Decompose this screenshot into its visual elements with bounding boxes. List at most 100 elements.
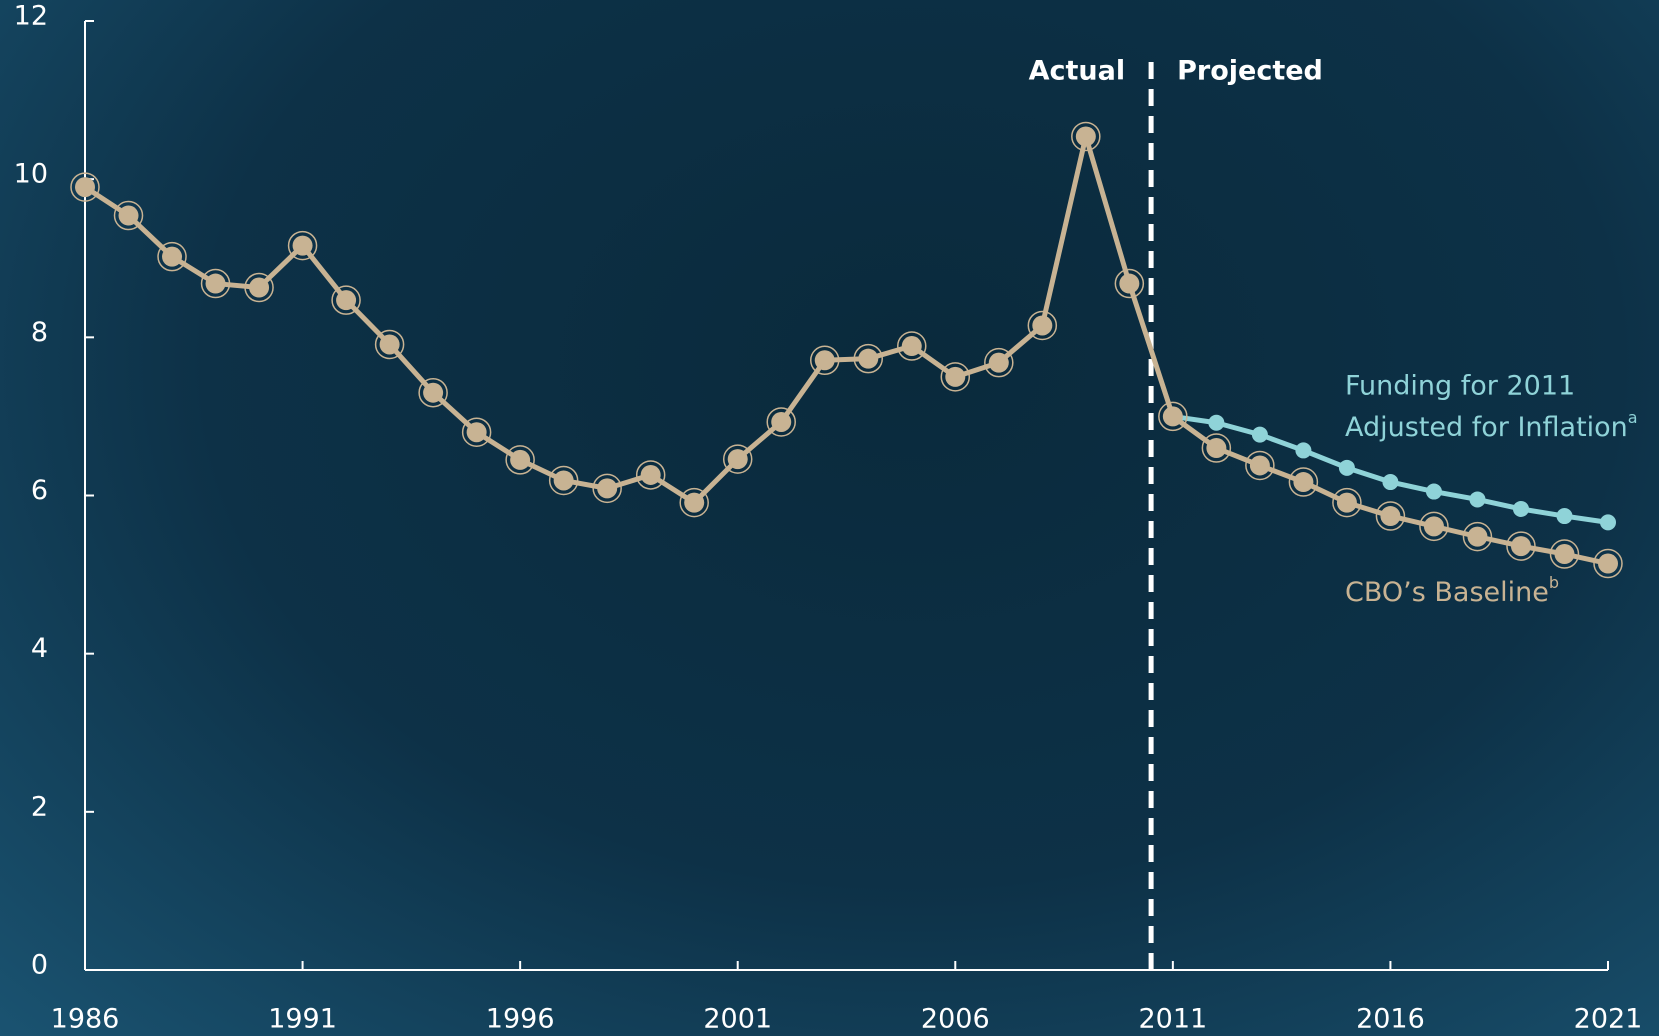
marker-ring	[1419, 511, 1449, 542]
marker-dot	[249, 277, 270, 298]
marker	[897, 331, 927, 361]
footnote-marker: b	[1549, 573, 1559, 592]
marker	[1506, 531, 1536, 561]
marker-ring	[1201, 433, 1232, 463]
series-label-text: Adjusted for Inflation	[1345, 412, 1628, 443]
marker-dot	[75, 177, 95, 198]
marker	[1549, 539, 1580, 569]
marker	[722, 444, 753, 474]
marker	[287, 230, 318, 261]
y-tick-label: 4	[31, 633, 48, 664]
marker-ring	[984, 347, 1014, 378]
marker-ring	[1027, 310, 1058, 341]
marker-dot	[1336, 492, 1357, 513]
x-tick-label: 1996	[486, 1004, 555, 1035]
series-label: Adjusted for Inflationa	[1345, 408, 1638, 443]
marker-ring	[1288, 467, 1319, 497]
marker-ring	[766, 407, 796, 437]
x-tick-label: 2016	[1356, 1004, 1425, 1035]
y-tick-label: 0	[31, 950, 48, 981]
marker	[1295, 442, 1312, 459]
marker-ring	[70, 172, 100, 202]
y-tick-label: 12	[14, 1, 48, 32]
marker-dot	[597, 478, 618, 499]
marker	[548, 465, 579, 496]
marker-dot	[771, 411, 792, 432]
marker-dot	[1075, 126, 1096, 147]
marker	[200, 268, 231, 299]
marker	[1593, 548, 1623, 579]
marker	[1512, 500, 1529, 517]
marker-ring	[200, 268, 231, 299]
marker-dot	[858, 348, 879, 369]
marker-dot	[1423, 516, 1444, 537]
marker-ring	[635, 460, 666, 490]
marker-ring	[244, 272, 274, 303]
marker	[1462, 521, 1493, 552]
marker-ring	[679, 487, 709, 518]
marker	[1288, 467, 1319, 497]
marker	[679, 487, 709, 518]
marker	[244, 272, 274, 303]
marker	[1071, 121, 1101, 152]
marker	[1114, 268, 1145, 299]
marker-dot	[1119, 273, 1140, 294]
x-tick-label: 1986	[51, 1004, 120, 1035]
marker-ring	[1158, 401, 1188, 432]
series-label: CBO’s Baselineb	[1345, 573, 1559, 608]
marker	[1425, 483, 1442, 500]
marker-ring	[1114, 268, 1145, 299]
y-tick-label: 6	[31, 475, 48, 506]
marker-ring	[1593, 548, 1623, 579]
marker-dot	[1380, 506, 1401, 527]
divider-label: Projected	[1177, 56, 1323, 87]
marker	[1201, 433, 1232, 463]
marker	[853, 343, 884, 374]
marker	[113, 200, 144, 231]
marker	[766, 407, 796, 437]
marker-dot	[423, 382, 444, 403]
marker-dot	[1162, 406, 1183, 427]
marker-ring	[1332, 487, 1362, 518]
marker-dot	[379, 334, 400, 355]
marker-dot	[553, 470, 574, 491]
marker-dot	[684, 492, 705, 513]
x-tick-label: 2011	[1138, 1004, 1207, 1035]
marker-ring	[592, 473, 622, 504]
marker	[1251, 426, 1268, 443]
marker-dot	[1467, 526, 1488, 547]
marker-ring	[809, 345, 840, 376]
marker-dot	[1032, 315, 1053, 336]
marker	[940, 362, 971, 392]
marker	[1208, 414, 1225, 431]
marker-dot	[945, 366, 966, 387]
marker-ring	[722, 444, 753, 474]
marker	[157, 241, 187, 272]
marker-ring	[157, 241, 187, 272]
marker-ring	[461, 417, 492, 447]
marker	[1338, 459, 1355, 476]
y-tick-label: 10	[14, 159, 48, 190]
series-label-text: CBO’s Baseline	[1345, 577, 1549, 608]
marker-dot	[1554, 544, 1575, 565]
x-tick-label: 2006	[921, 1004, 990, 1035]
marker-ring	[374, 329, 405, 360]
series-line	[83, 133, 1609, 566]
marker	[1027, 310, 1058, 341]
marker	[461, 417, 492, 447]
marker-ring	[853, 343, 884, 374]
marker-dot	[901, 336, 922, 357]
marker	[1419, 511, 1449, 542]
marker	[1375, 501, 1406, 531]
x-tick-label: 2021	[1574, 1004, 1643, 1035]
y-tick-label: 8	[31, 317, 48, 348]
marker	[592, 473, 622, 504]
marker	[70, 172, 100, 202]
marker	[984, 347, 1014, 378]
marker	[1382, 474, 1399, 491]
marker	[1556, 508, 1573, 525]
marker-dot	[292, 235, 313, 256]
marker	[505, 445, 535, 475]
divider-label: Actual	[1029, 56, 1126, 87]
